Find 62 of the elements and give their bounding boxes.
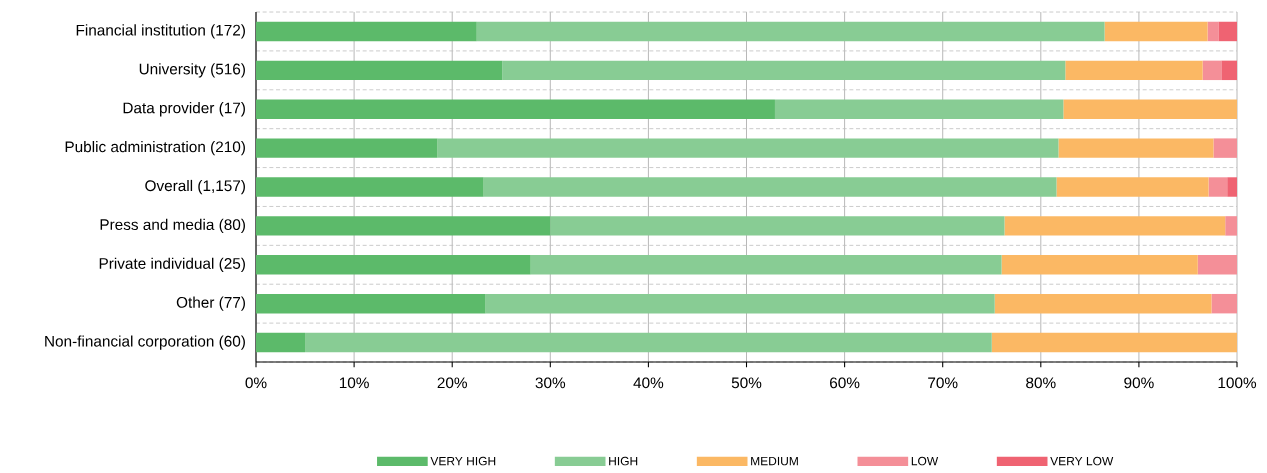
x-tick-label: 0% [245,377,267,389]
x-tick-label: 90% [1124,377,1154,389]
y-tick-label: Press and media (80) [100,218,245,234]
bar [1065,60,1203,81]
bar [1211,294,1238,314]
bar [256,216,551,236]
x-tick-label: 40% [633,377,664,389]
bar [1056,177,1209,197]
bar [256,99,775,120]
bar [1063,99,1238,120]
bar [1227,177,1238,197]
x-tick-label: 80% [1026,377,1056,389]
legend-label: VERY LOW [1050,457,1114,466]
legend-label: HIGH [609,457,638,466]
bar [305,333,992,353]
x-tick-label: 70% [928,377,958,389]
x-tick-label: 20% [437,377,467,389]
bar [256,255,531,275]
bar [530,255,1002,275]
legend-label: LOW [911,457,939,466]
y-tick-label: Other (77) [176,296,245,312]
bar [994,294,1212,314]
bar [437,138,1059,159]
bar [256,333,306,353]
bar [1207,21,1219,42]
bar [1004,216,1226,236]
bar [1104,21,1208,42]
x-tick-label: 60% [830,377,860,389]
bar [1202,60,1222,81]
x-tick-label: 100% [1218,377,1257,389]
bar [1001,255,1198,275]
bar [1225,216,1238,236]
legend-label: MEDIUM [751,457,798,466]
bar [1213,138,1238,159]
bar [256,21,477,42]
bar [483,177,1057,197]
x-tick-label: 10% [339,377,369,389]
bar [502,60,1066,81]
bar [256,138,438,159]
bar [1197,255,1238,275]
y-tick-label: University (516) [139,63,245,78]
x-tick-label: 50% [731,377,762,389]
y-tick-label: Data provider (17) [123,102,245,117]
bar [1221,60,1238,81]
bar [1218,21,1238,42]
legend-label: VERY HIGH [430,457,496,466]
x-tick-label: 30% [535,377,566,389]
bar [1058,138,1214,159]
bar [1208,177,1228,197]
bar [485,294,995,314]
bar [476,21,1105,42]
y-tick-label: Private individual (25) [99,257,245,273]
bar [256,294,486,314]
bar [256,60,503,81]
y-tick-label: Overall (1,157) [145,180,245,195]
bar [991,333,1238,353]
y-tick-label: Public administration (210) [65,141,245,156]
y-tick-label: Financial institution (172) [76,24,245,39]
bar [774,99,1064,120]
y-tick-label: Non-financial corporation (60) [45,335,245,350]
bar [256,177,484,197]
bar [550,216,1005,236]
